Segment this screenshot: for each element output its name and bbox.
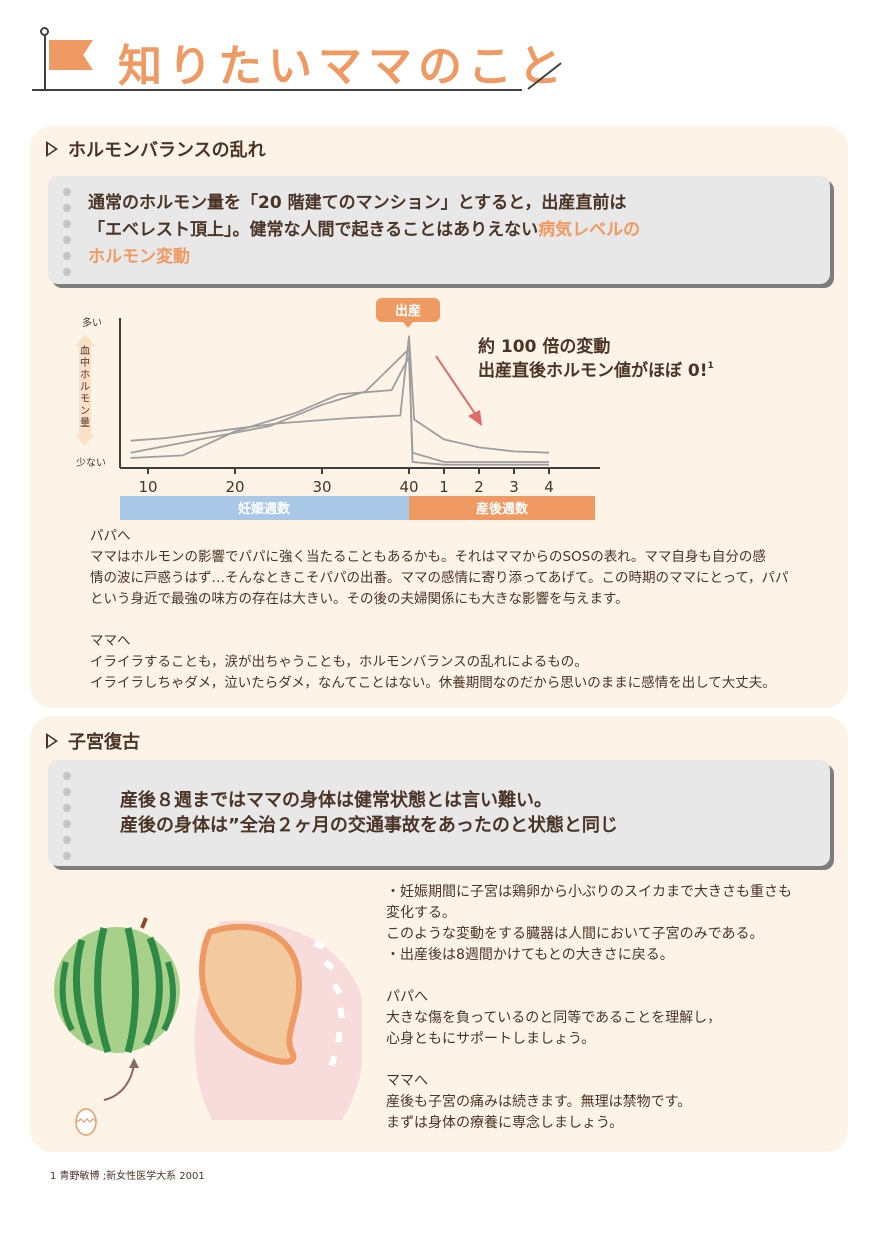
papa-line: 大きな傷を負っているのと同等であることを理解し，: [386, 1010, 722, 1026]
footnote: 1 青野敏博 ;新女性医学大系 2001: [50, 1171, 205, 1182]
tick-layer: 10 20 30 40 1 2 3 4: [138, 468, 554, 496]
arrow-head-icon: [468, 410, 482, 426]
note-line: 変化する。: [386, 905, 456, 921]
callout-dots: [63, 188, 71, 284]
peak-label-box: [376, 298, 440, 322]
growth-arrow-icon: [103, 1063, 135, 1101]
peak-label-pointer: [403, 322, 413, 328]
mama-heading: ママへ: [386, 1073, 428, 1089]
section-header: 子宮復古: [46, 728, 140, 754]
mama-line: イライラしちゃダメ，泣いたらダメ，なんてことはない。休養期間なのだから思いのまま…: [90, 675, 776, 691]
annotation-text: 出産直後ホルモン値がほぼ 0!: [478, 360, 708, 381]
callout-text: 産後８週まではママの身体は健常状態とは言い難い。 産後の身体は”全治２ヶ月の交通…: [120, 788, 618, 838]
callout-highlight-b: ホルモン変動: [88, 247, 190, 267]
involution-notes: ・妊娠期間に子宮は鶏卵から小ぶりのスイカまで大きさも重さも 変化する。 このよう…: [386, 882, 792, 1134]
hormone-chart-svg: 多い 少ない 血中ホルモン量 出産 約 100 倍の変動 出産直後ホルモン値がほ…: [75, 298, 714, 520]
series-line-2: [130, 353, 549, 463]
x-tick-label: 4: [544, 478, 554, 496]
papa-line: 情の波に戸惑うはず…そんなときこそパパの出番。ママの感情に寄り添ってあげて。この…: [90, 570, 789, 586]
callout-highlight-a: 病気レベルの: [538, 220, 641, 240]
peak-label: 出産: [395, 303, 421, 319]
hormone-chart: 多い 少ない 血中ホルモン量 出産 約 100 倍の変動 出産直後ホルモン値がほ…: [60, 298, 800, 526]
papa-heading: パパへ: [386, 989, 428, 1005]
triangle-bullet-icon: [46, 733, 58, 749]
flag-pole: [44, 31, 46, 89]
x-tick-label: 40: [399, 478, 418, 496]
hormone-callout: 通常のホルモン量を「20 階建てのマンション」とすると，出産直前は 「エベレスト…: [48, 176, 830, 284]
callout-line-1: 産後８週まではママの身体は健常状態とは言い難い。: [120, 790, 552, 811]
y-bottom-label: 少ない: [76, 457, 106, 469]
note-line: ・出産後は8週間かけてもとの大きさに戻る。: [386, 947, 674, 963]
papa-line: という身近で最強の味方の存在は大きい。その後の夫婦関係にも大きな影響を与えます。: [90, 591, 629, 607]
callout-line-2: 産後の身体は”全治２ヶ月の交通事故をあったのと状態と同じ: [120, 815, 618, 836]
section-title: ホルモンバランスの乱れ: [68, 140, 266, 161]
callout-line-2a: 「エベレスト頂上」。健常な人間で起きることはありえない: [88, 220, 539, 240]
arrow-icon: [435, 355, 479, 419]
papa-heading: パパへ: [90, 528, 131, 544]
y-axis-label: 血中ホルモン量: [80, 344, 90, 429]
mama-line: 産後も子宮の痛みは続きます。無理は禁物です。: [386, 1094, 692, 1110]
page-title: 知りたいママのこと: [118, 41, 568, 92]
series-line-3: [130, 346, 549, 466]
callout-line-1: 通常のホルモン量を「20 階建てのマンション」とすると，出産直前は: [88, 193, 627, 213]
papa-line: 心身ともにサポートしましょう。: [386, 1031, 596, 1047]
note-line: このような変動をする臓器は人間において子宮のみである。: [386, 926, 764, 942]
x-tick-label: 10: [138, 478, 157, 496]
section-uterine-involution: 子宮復古 産後８週まではママの身体は健常状態とは言い難い。 産後の身体は”全治２…: [30, 716, 848, 1152]
papa-line: ママはホルモンの影響でパパに強く当たることもあるかも。それはママからのSOSの表…: [90, 549, 766, 565]
callout-text: 通常のホルモン量を「20 階建てのマンション」とすると，出産直前は 「エベレスト…: [88, 190, 640, 271]
series-layer: [130, 335, 550, 466]
phase-bar-pregnancy: [120, 496, 409, 520]
watermelon-icon: [54, 917, 180, 1054]
x-tick-label: 2: [474, 478, 484, 496]
illustrations: [54, 917, 362, 1136]
flag-pole-top: [40, 27, 49, 36]
flag-icon: [49, 40, 93, 70]
section-header: ホルモンバランスの乱れ: [46, 136, 266, 162]
phase-bar-postpartum: [409, 496, 595, 520]
involution-callout: 産後８週まではママの身体は健常状態とは言い難い。 産後の身体は”全治２ヶ月の交通…: [48, 760, 830, 866]
mama-line: まずは身体の療養に専念しましょう。: [386, 1115, 624, 1131]
phase-label-postpartum: 産後週数: [476, 501, 529, 517]
annotation-line-2: 出産直後ホルモン値がほぼ 0!1: [478, 360, 714, 381]
x-tick-label: 30: [312, 478, 331, 496]
triangle-bullet-icon: [46, 141, 58, 157]
title-underline: [32, 89, 522, 91]
callout-dots: [63, 772, 71, 868]
note-line: ・妊娠期間に子宮は鶏卵から小ぶりのスイカまで大きさも重さも: [386, 884, 792, 900]
uterus-icon: [194, 920, 362, 1120]
growth-arrow-head-icon: [129, 1058, 139, 1068]
section-title: 子宮復古: [68, 732, 140, 753]
mama-line: イライラすることも，涙が出ちゃうことも，ホルモンバランスの乱れによるもの。: [90, 654, 588, 670]
annotation-line-1: 約 100 倍の変動: [478, 336, 610, 357]
hormone-advice: パパへ ママはホルモンの影響でパパに強く当たることもあるかも。それはママからのS…: [90, 526, 789, 694]
x-tick-label: 1: [439, 478, 449, 496]
callout-line-2: 「エベレスト頂上」。健常な人間で起きることはありえない病気レベルの: [88, 217, 640, 244]
footnote-mark: 1: [708, 361, 714, 371]
mama-heading: ママへ: [90, 633, 131, 649]
phase-label-pregnancy: 妊娠週数: [238, 501, 291, 517]
x-tick-label: 3: [509, 478, 519, 496]
series-line-1: [130, 335, 550, 454]
egg-icon: [75, 1108, 98, 1136]
y-top-label: 多い: [82, 316, 102, 329]
x-tick-label: 20: [225, 478, 244, 496]
section-hormone-balance: ホルモンバランスの乱れ 通常のホルモン量を「20 階建てのマンション」とすると，…: [30, 126, 848, 708]
y-arrow-icon: [75, 334, 95, 446]
